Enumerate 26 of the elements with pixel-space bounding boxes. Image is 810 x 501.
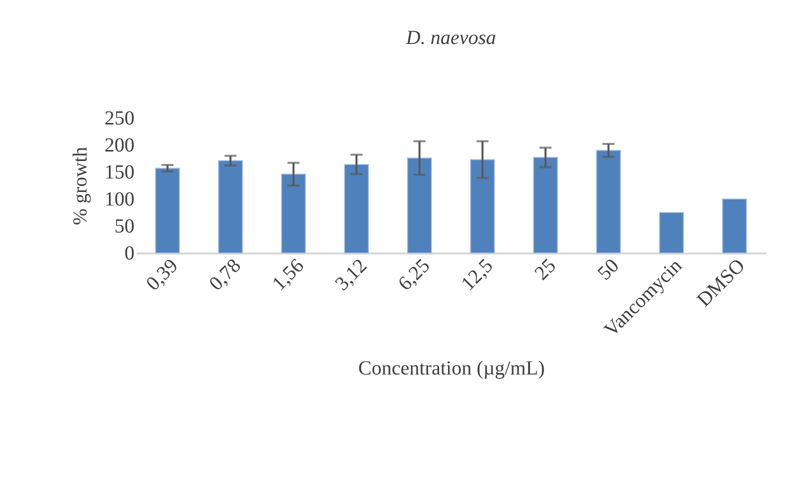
bar: [533, 156, 558, 254]
y-tick-label: 0: [124, 242, 134, 264]
x-axis-title: Concentration (µg/mL): [358, 357, 545, 380]
x-tick-label: 0,39: [142, 254, 182, 296]
x-tick-label: 1,56: [268, 254, 308, 296]
y-axis-title: % growth: [70, 146, 92, 226]
chart-title: D. naevosa: [405, 27, 496, 49]
bar: [344, 164, 369, 254]
x-tick-label: 25: [530, 254, 560, 284]
x-tick-label: 0,78: [205, 254, 246, 296]
y-tick-label: 100: [104, 188, 134, 210]
y-tick-label: 150: [104, 162, 134, 184]
bar: [407, 157, 432, 254]
y-tick-label: 200: [104, 134, 134, 156]
x-tick-label: 6,25: [394, 254, 434, 296]
bar: [281, 174, 306, 254]
bar: [659, 212, 684, 254]
bar: [596, 150, 621, 254]
x-tick-label: 12,5: [457, 254, 498, 296]
bar: [155, 168, 180, 254]
bar: [722, 198, 747, 254]
bar: [218, 160, 243, 254]
y-tick-label: 250: [104, 108, 134, 130]
y-tick-label: 50: [114, 216, 134, 238]
bar: [470, 159, 495, 254]
x-tick-label: 3,12: [331, 254, 372, 296]
